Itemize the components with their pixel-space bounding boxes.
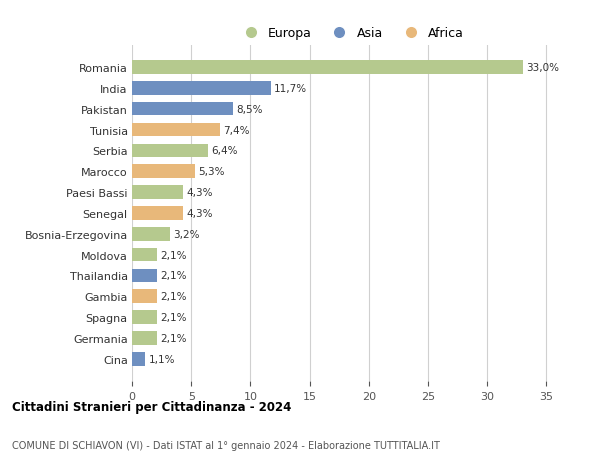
Text: 2,1%: 2,1% [160,291,187,302]
Bar [132,165,195,179]
Bar [132,61,523,75]
Text: 11,7%: 11,7% [274,84,307,94]
Bar [132,82,271,95]
Text: 4,3%: 4,3% [187,208,213,218]
Text: COMUNE DI SCHIAVON (VI) - Dati ISTAT al 1° gennaio 2024 - Elaborazione TUTTITALI: COMUNE DI SCHIAVON (VI) - Dati ISTAT al … [12,440,440,450]
Bar [132,269,157,283]
Text: 7,4%: 7,4% [223,125,250,135]
Text: 1,1%: 1,1% [149,354,175,364]
Text: 6,4%: 6,4% [211,146,238,156]
Text: 33,0%: 33,0% [526,63,559,73]
Bar [132,311,157,324]
Bar [132,207,183,220]
Bar [132,248,157,262]
Legend: Europa, Asia, Africa: Europa, Asia, Africa [233,22,469,45]
Text: 4,3%: 4,3% [187,188,213,198]
Bar [132,123,220,137]
Text: 2,1%: 2,1% [160,250,187,260]
Bar [132,290,157,303]
Bar [132,352,145,366]
Text: Cittadini Stranieri per Cittadinanza - 2024: Cittadini Stranieri per Cittadinanza - 2… [12,400,292,413]
Text: 2,1%: 2,1% [160,271,187,281]
Text: 2,1%: 2,1% [160,333,187,343]
Text: 2,1%: 2,1% [160,313,187,322]
Text: 8,5%: 8,5% [236,105,263,114]
Bar [132,103,233,116]
Bar [132,331,157,345]
Bar [132,228,170,241]
Bar [132,144,208,158]
Bar [132,186,183,199]
Text: 5,3%: 5,3% [198,167,225,177]
Text: 3,2%: 3,2% [173,229,200,239]
